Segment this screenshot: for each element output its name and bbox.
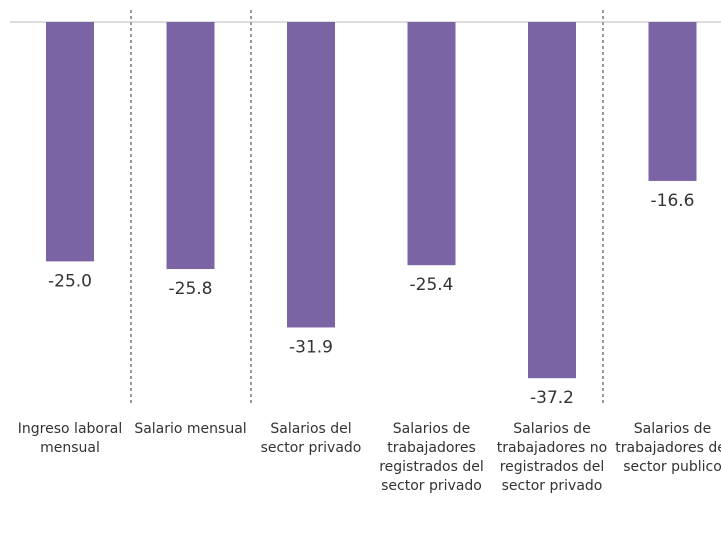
bar [166, 22, 215, 270]
category-label: Salarios de trabajadores del sector publ… [615, 421, 721, 475]
bar [46, 22, 94, 262]
value-label: -25.0 [48, 271, 92, 291]
category-label: Ingreso laboral mensual [17, 421, 123, 456]
bar [287, 22, 335, 328]
bar [648, 22, 697, 181]
bar [407, 22, 456, 266]
value-label: -37.2 [530, 388, 574, 408]
category-label: Salarios de trabajadores registrados del… [379, 421, 484, 494]
category-label: Salarios de trabajadores no registrados … [496, 421, 608, 494]
value-label: -25.4 [410, 275, 454, 295]
category-label: Salario mensual [134, 421, 247, 437]
bar [528, 22, 576, 379]
value-label: -16.6 [651, 191, 695, 211]
category-label: Salarios del sector privado [260, 421, 362, 456]
value-label: -31.9 [289, 337, 333, 357]
value-label: -25.8 [169, 279, 213, 299]
